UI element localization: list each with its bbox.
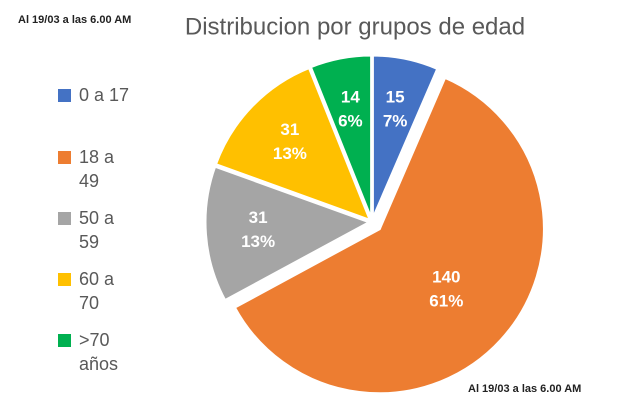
annotation: Al 19/03 a las 6.00 AM — [468, 383, 581, 395]
data-label: 31 — [249, 208, 268, 227]
legend-item: 18 a 49 — [58, 147, 131, 193]
legend-label: >70 años — [79, 330, 119, 374]
legend-swatch — [58, 273, 71, 286]
pie-slice — [203, 164, 374, 303]
legend-item: 60 a 70 — [58, 269, 131, 315]
pie-slice — [213, 65, 374, 224]
pie-slice — [308, 53, 374, 221]
legend-label: 0 a 17 — [79, 85, 130, 105]
legend-label: 50 a 59 — [79, 208, 120, 252]
legend-swatch — [58, 151, 71, 164]
data-label: 140 — [432, 268, 460, 287]
legend-label: 18 a 49 — [79, 147, 125, 191]
annotation: Al 19/03 a las 6.00 AM — [18, 14, 131, 26]
data-label: 13% — [241, 232, 275, 251]
data-label: 13% — [273, 144, 307, 163]
data-label: 31 — [280, 120, 299, 139]
data-label: 6% — [338, 111, 363, 130]
data-label: 15 — [386, 88, 405, 107]
legend-swatch — [58, 212, 71, 225]
legend-item: 0 a 17 — [58, 85, 131, 107]
chart-title: Distribucion por grupos de edad — [185, 13, 525, 40]
data-label: 7% — [383, 112, 408, 131]
data-label: 61% — [429, 292, 463, 311]
data-label: 14 — [341, 87, 360, 106]
legend-swatch — [58, 89, 71, 102]
pie-slice — [232, 75, 546, 396]
legend-label: 60 a 70 — [79, 269, 120, 313]
legend-item: >70 años — [58, 330, 131, 376]
legend-item: 50 a 59 — [58, 208, 131, 254]
legend-swatch — [58, 334, 71, 347]
